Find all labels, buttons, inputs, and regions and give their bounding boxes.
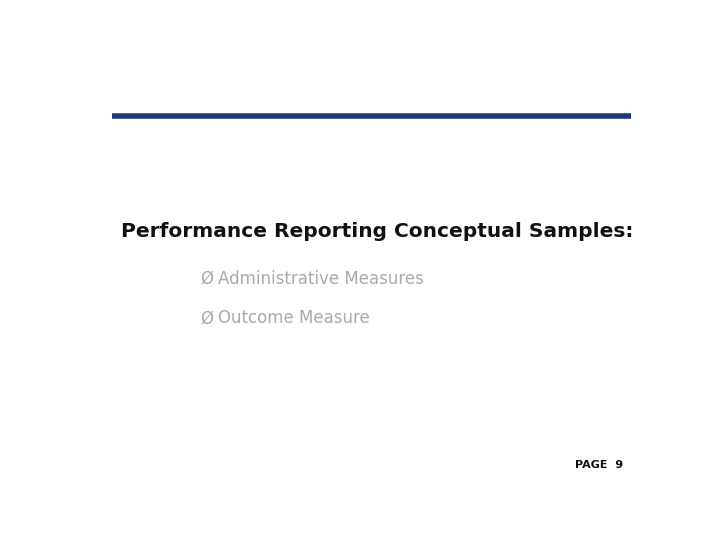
Text: Ø: Ø <box>199 270 213 288</box>
Text: Performance Reporting Conceptual Samples:: Performance Reporting Conceptual Samples… <box>121 221 633 241</box>
Text: PAGE  9: PAGE 9 <box>575 460 623 470</box>
Text: Ø: Ø <box>199 309 213 327</box>
Text: Outcome Measure: Outcome Measure <box>218 309 370 327</box>
Text: Administrative Measures: Administrative Measures <box>218 270 424 288</box>
